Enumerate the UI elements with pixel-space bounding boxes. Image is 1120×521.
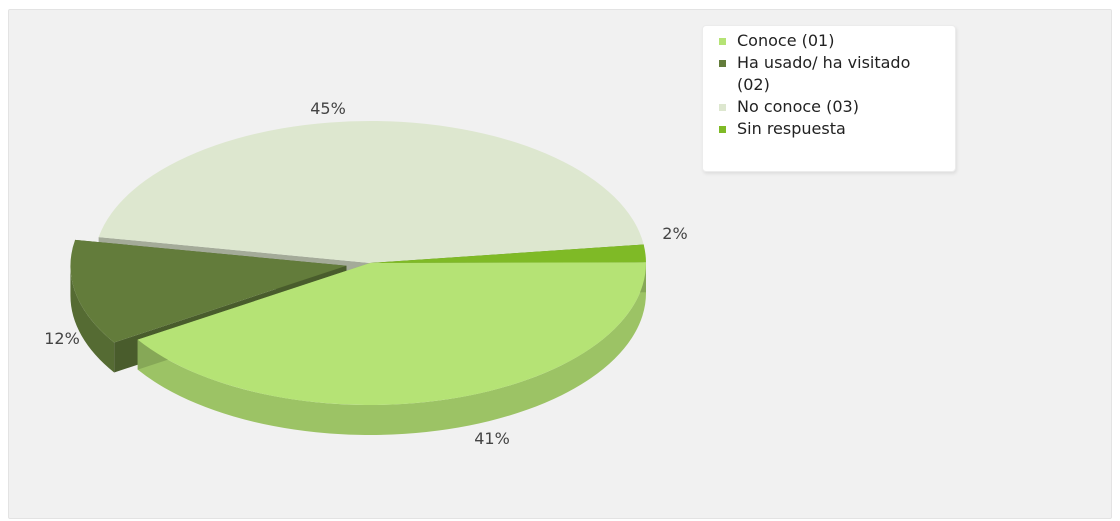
chart-legend: Conoce (01) Ha usado/ ha visitado (02) No … — [702, 25, 956, 172]
pie-slice-percent-label: 2% — [662, 224, 687, 243]
legend-item: Ha usado/ ha visitado (02) — [703, 52, 955, 96]
pie-slice-percent-label: 41% — [474, 429, 510, 448]
legend-label: Conoce (01) — [737, 31, 835, 50]
legend-label: Ha usado/ ha visitado (02) — [737, 53, 911, 94]
legend-swatch — [719, 104, 726, 111]
legend-label: No conoce (03) — [737, 97, 859, 116]
legend-item: Conoce (01) — [703, 30, 955, 52]
pie-slice-percent-label: 45% — [310, 99, 346, 118]
pie-slice — [137, 262, 647, 436]
legend-item: No conoce (03) — [703, 96, 955, 118]
pie-slice-percent-label: 12% — [44, 329, 80, 348]
legend-swatch — [719, 38, 726, 45]
legend-swatch — [719, 60, 726, 67]
legend-item: Sin respuesta — [703, 118, 955, 140]
legend-label: Sin respuesta — [737, 119, 846, 138]
legend-swatch — [719, 126, 726, 133]
